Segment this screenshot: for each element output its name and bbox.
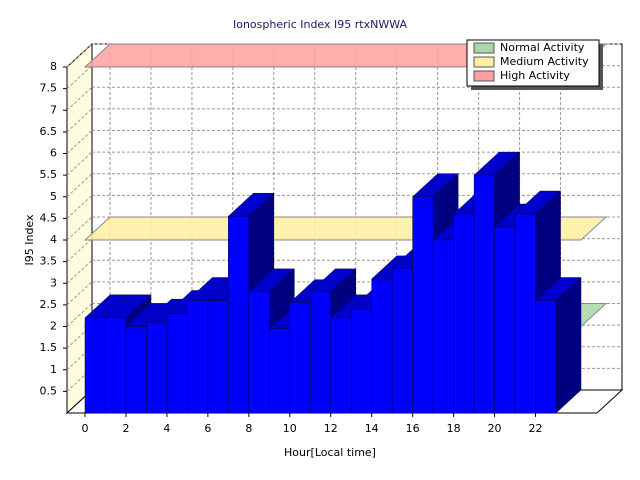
bar	[269, 328, 291, 414]
grid-line	[66, 281, 93, 306]
y-tick-label: 4.5	[40, 211, 58, 224]
legend-swatch	[473, 56, 495, 68]
bar	[289, 302, 311, 414]
y-tick-label: 5.5	[40, 168, 58, 181]
bar	[535, 300, 557, 414]
bar	[473, 174, 495, 414]
grid-line	[66, 151, 93, 176]
bar	[248, 291, 270, 414]
y-tick-label: 6.5	[40, 125, 58, 138]
grid-line	[66, 346, 93, 371]
grid-line	[66, 216, 93, 241]
grid-line	[66, 65, 93, 89]
x-tick-label: 18	[447, 422, 461, 435]
grid-line	[66, 324, 93, 349]
bar	[350, 308, 372, 414]
legend-swatch	[473, 42, 495, 54]
bar	[494, 226, 516, 414]
bar	[228, 215, 250, 414]
bar	[514, 213, 536, 414]
grid-line	[66, 130, 93, 154]
x-tick-label: 14	[365, 422, 379, 435]
y-tick-label: 3	[50, 276, 57, 289]
bar	[330, 317, 352, 414]
bar	[310, 291, 331, 414]
y-tick-label: 1	[50, 363, 57, 376]
y-tick-label: 5	[50, 190, 57, 203]
bar	[146, 321, 168, 414]
x-tick-label: 8	[245, 422, 252, 435]
x-axis-label: Hour[Local time]	[284, 446, 376, 459]
grid-line	[66, 303, 93, 327]
grid-line	[66, 86, 93, 111]
x-tick-label: 20	[488, 422, 502, 435]
y-axis-label: I95 Index	[23, 214, 36, 266]
x-tick-label: 22	[529, 422, 543, 435]
grid-line	[66, 368, 93, 392]
x-tick-label: 10	[283, 422, 297, 435]
grid-line	[66, 238, 93, 262]
x-tick-label: 4	[163, 422, 170, 435]
y-tick-label: 1.5	[40, 341, 58, 354]
grid-line	[66, 195, 93, 219]
grid-line	[66, 43, 93, 68]
bar	[125, 326, 147, 414]
y-tick-label: 6	[50, 147, 57, 160]
y-tick-label: 4	[50, 233, 57, 246]
y-tick-label: 7.5	[40, 82, 58, 95]
bar	[84, 317, 106, 414]
y-tick-label: 7	[50, 103, 57, 116]
x-tick-label: 16	[406, 422, 420, 435]
grid-line	[66, 173, 93, 198]
y-tick-label: 2.5	[40, 298, 58, 311]
y-tick-label: 3.5	[40, 255, 58, 268]
bar	[412, 196, 434, 414]
bar	[187, 300, 209, 414]
bar	[166, 313, 188, 414]
bar	[391, 267, 413, 414]
x-tick-label: 0	[82, 422, 89, 435]
bar	[105, 317, 127, 414]
y-tick-label: 2	[50, 320, 57, 333]
bar	[207, 300, 229, 414]
grid-line	[66, 108, 93, 133]
x-tick-label: 2	[122, 422, 129, 435]
legend-label: Normal Activity	[500, 41, 585, 54]
y-tick-label: 8	[50, 60, 57, 73]
y-tick-label: 0.5	[40, 384, 58, 397]
legend-label: Medium Activity	[500, 55, 589, 68]
bar	[371, 278, 393, 414]
legend-label: High Activity	[500, 69, 570, 82]
bar-side	[555, 276, 582, 414]
bar	[453, 213, 475, 414]
chart-title: Ionospheric Index I95 rtxNWWA	[233, 18, 407, 31]
bar	[432, 239, 454, 414]
grid-line	[66, 259, 93, 284]
x-tick-label: 6	[204, 422, 211, 435]
legend-swatch	[473, 70, 495, 82]
x-tick-label: 12	[324, 422, 338, 435]
